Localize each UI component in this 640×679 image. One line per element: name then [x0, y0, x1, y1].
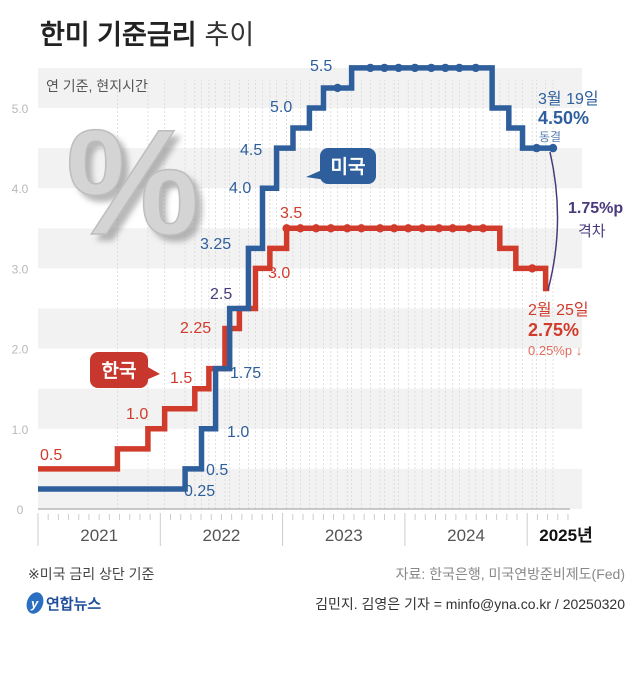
- korea-label: 1.5: [170, 370, 192, 387]
- percent-graphic: %: [66, 98, 199, 266]
- us-latest-note: 동결: [539, 130, 561, 144]
- y-tick-label: 4.0: [12, 182, 29, 196]
- hold-dot: [441, 63, 450, 73]
- korea-label: 1.0: [126, 406, 148, 423]
- korea-latest-annotation: 2월 25일 2.75% 0.25%p ↓: [528, 301, 589, 358]
- hold-dot: [434, 224, 444, 233]
- hold-dot: [357, 224, 366, 233]
- y-tick-label: 2.0: [12, 343, 29, 357]
- hold-dot: [296, 224, 305, 233]
- us-label: 0.5: [206, 462, 228, 479]
- hold-dot: [478, 224, 488, 233]
- y-axis: 0 1.0 2.0 3.0 4.0 5.0: [12, 102, 29, 517]
- series-line-korea: [38, 225, 550, 472]
- korea-value-labels: 0.5 1.0 1.5 2.25 3.0 3.5: [40, 205, 302, 464]
- hold-dot: [343, 224, 352, 233]
- x-tick-label: 2025년: [539, 526, 592, 545]
- hold-dot: [418, 224, 427, 233]
- x-tick-label: 2024: [447, 526, 485, 545]
- x-axis: 2021 2022 2023 2024 2025년: [37, 508, 593, 546]
- y-tick-label: 3.0: [12, 262, 29, 276]
- hold-dot: [389, 224, 399, 233]
- hold-dot: [532, 143, 541, 153]
- hold-dot: [548, 143, 558, 153]
- gap-label: 격차: [578, 223, 606, 240]
- us-value-labels: 0.25 0.5 1.0 1.75 2.5 3.25 4.0 4.5 5.0 5…: [184, 58, 332, 500]
- us-label: 4.0: [229, 180, 251, 197]
- y-tick-label: 1.0: [12, 423, 29, 437]
- hold-dots: [282, 63, 558, 273]
- korea-latest-note: 0.25%p ↓: [528, 343, 582, 358]
- korea-bubble: 한국: [90, 352, 160, 388]
- series-line-us: [38, 65, 553, 492]
- series-lines: [38, 65, 553, 492]
- chart-title: 한미 기준금리 추이: [40, 20, 254, 50]
- korea-label: 2.25: [180, 320, 211, 337]
- us-latest-annotation: 3월 19일 4.50% 동결: [538, 90, 599, 144]
- us-bubble: 미국: [306, 148, 376, 184]
- grid-band: [38, 388, 582, 429]
- hold-dot: [404, 224, 413, 233]
- korea-label: 3.0: [268, 265, 290, 282]
- hold-dot: [366, 63, 375, 73]
- us-label: 1.75: [230, 365, 261, 382]
- credit: 김민지. 김영은 기자 = minfo@yna.co.kr / 20250320: [315, 596, 625, 612]
- us-label: 1.0: [227, 424, 249, 441]
- us-bubble-label: 미국: [331, 156, 366, 178]
- chart-title-suffix: 추이: [205, 20, 255, 50]
- grid-band: [38, 148, 582, 189]
- us-label: 0.25: [184, 483, 215, 500]
- logo-glyph: y: [30, 596, 39, 611]
- hold-dot: [448, 224, 457, 233]
- footnote: ※미국 금리 상단 기준: [28, 566, 155, 582]
- hold-dot: [464, 224, 474, 233]
- hold-dot: [380, 63, 389, 73]
- chart-subtitle: 연 기준, 현지시간: [46, 78, 148, 94]
- us-label: 5.0: [270, 99, 292, 116]
- yonhap-logo: y 연합뉴스: [26, 592, 101, 614]
- hold-dot: [375, 224, 385, 233]
- grid-band: [38, 308, 582, 349]
- us-latest-date: 3월 19일: [538, 90, 599, 108]
- source: 자료: 한국은행, 미국연방준비제도(Fed): [396, 566, 625, 582]
- gap-value: 1.75%p: [568, 200, 623, 217]
- hold-dot: [455, 63, 464, 73]
- korea-latest-date: 2월 25일: [528, 301, 589, 319]
- hold-dot: [528, 264, 537, 273]
- x-tick-label: 2022: [203, 526, 241, 545]
- hold-dot: [333, 83, 342, 93]
- us-label: 5.5: [310, 58, 332, 75]
- us-label: 2.5: [210, 286, 232, 303]
- hold-dot: [427, 63, 436, 73]
- grid-band: [38, 228, 582, 269]
- us-label: 4.5: [240, 142, 262, 159]
- hold-dot: [410, 63, 420, 73]
- gap-arc: [547, 151, 559, 291]
- hold-dot: [282, 224, 291, 233]
- hold-dot: [311, 224, 321, 233]
- y-tick-label: 0: [17, 503, 24, 517]
- logo-text: 연합뉴스: [46, 596, 101, 613]
- chart-title-main: 한미 기준금리: [40, 20, 197, 50]
- us-latest-value: 4.50%: [538, 108, 589, 128]
- hold-dot: [394, 63, 403, 73]
- hold-dot: [326, 224, 336, 233]
- x-tick-label: 2023: [325, 526, 363, 545]
- x-tick-label: 2021: [80, 526, 118, 545]
- us-label: 3.25: [200, 236, 231, 253]
- korea-label: 3.5: [280, 205, 302, 222]
- korea-latest-value: 2.75%: [528, 320, 579, 340]
- y-tick-label: 5.0: [12, 102, 29, 116]
- korea-bubble-label: 한국: [102, 360, 137, 382]
- korea-label: 0.5: [40, 447, 62, 464]
- hold-dot: [471, 63, 480, 73]
